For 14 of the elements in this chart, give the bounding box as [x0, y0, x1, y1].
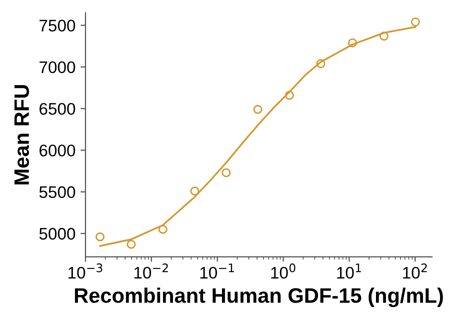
y-tick-label: 7000 — [40, 61, 76, 74]
x-tick-label: 10$^{−2}$ — [134, 263, 168, 279]
y-tick-label: 5000 — [39, 228, 76, 240]
x-tick-label: 10$^{−1}$ — [200, 264, 234, 279]
y-tick-label: 6000 — [40, 144, 76, 156]
y-tick-label: 6500 — [40, 102, 76, 115]
x-tick-label: 10$^{1}$ — [337, 264, 361, 279]
y-tick-label: 7500 — [40, 20, 76, 32]
y-axis-title: Mean RFU — [14, 85, 30, 184]
x-tick-label: 10$^{2}$ — [403, 263, 427, 279]
x-tick-label: 10$^{0}$ — [271, 263, 296, 279]
y-tick-label: 5500 — [39, 186, 76, 198]
x-tick-label: 10$^{−3}$ — [68, 263, 102, 279]
x-axis-title: Recombinant Human GDF-15 (ng/mL) — [74, 288, 443, 308]
